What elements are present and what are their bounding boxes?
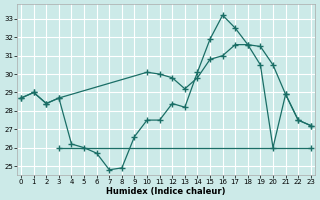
X-axis label: Humidex (Indice chaleur): Humidex (Indice chaleur): [106, 187, 226, 196]
